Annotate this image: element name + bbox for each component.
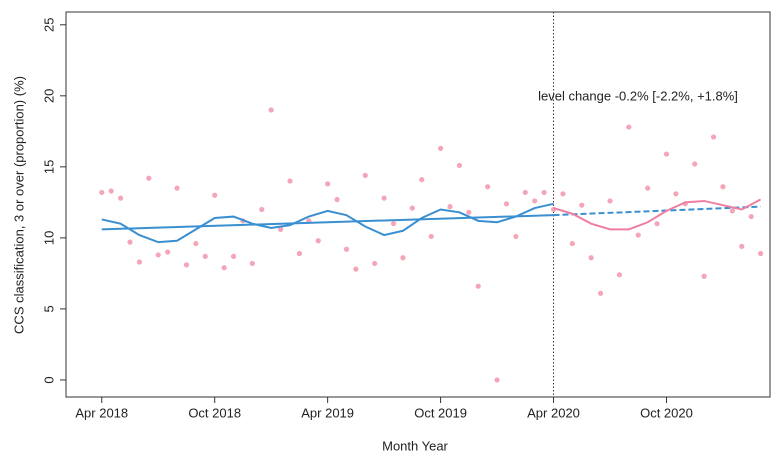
point [343, 246, 350, 252]
point [287, 178, 293, 184]
point [663, 151, 670, 157]
point [597, 290, 604, 296]
point [560, 191, 566, 197]
x-tick-label: Oct 2019 [414, 405, 467, 420]
point [710, 134, 717, 140]
point [108, 188, 114, 194]
y-axis-label: CCS classification, 3 or over (proportio… [11, 76, 26, 334]
point [541, 189, 547, 196]
y-tick-label: 20 [41, 89, 56, 103]
point [739, 243, 745, 250]
point [202, 253, 208, 259]
point [466, 209, 472, 215]
point [701, 273, 707, 279]
point [155, 252, 161, 258]
y-tick-label: 0 [41, 376, 56, 383]
point [193, 240, 199, 247]
point [325, 181, 331, 187]
point [353, 266, 359, 272]
x-tick-label: Apr 2020 [527, 405, 580, 420]
point [221, 265, 227, 271]
fit-line [101, 214, 554, 231]
point [645, 185, 651, 191]
point [692, 161, 698, 167]
point [127, 239, 133, 245]
plot-frame [65, 11, 771, 398]
point [165, 249, 171, 255]
point [372, 260, 378, 267]
point [494, 377, 500, 383]
point [607, 198, 613, 204]
point [569, 240, 575, 247]
x-tick-label: Oct 2018 [188, 405, 241, 420]
point [428, 233, 434, 240]
point [277, 226, 284, 232]
point [409, 205, 415, 211]
point [99, 189, 105, 196]
point [230, 253, 237, 259]
point [475, 283, 481, 289]
y-tick-label: 5 [41, 305, 56, 312]
x-tick-label: Apr 2019 [301, 405, 354, 420]
point [315, 238, 321, 244]
point [579, 202, 585, 208]
point [174, 185, 180, 191]
point [720, 184, 726, 190]
point [588, 255, 594, 261]
point [616, 272, 623, 278]
fit-line [553, 198, 762, 231]
y-tick-label: 25 [41, 18, 56, 32]
fit-line [553, 205, 761, 217]
point [503, 201, 510, 207]
y-tick-label: 10 [41, 231, 56, 245]
point [390, 221, 397, 227]
point [400, 255, 406, 261]
point [146, 175, 152, 181]
point [183, 262, 190, 268]
point [362, 172, 368, 178]
fit-line [101, 202, 554, 244]
point [268, 107, 274, 113]
point [259, 206, 265, 213]
point [136, 259, 143, 265]
point [757, 250, 764, 257]
point [212, 192, 218, 198]
point [532, 198, 538, 204]
point [296, 250, 303, 257]
point [117, 195, 124, 201]
point [447, 204, 453, 210]
point [522, 189, 528, 196]
point [748, 213, 754, 220]
point [485, 184, 491, 190]
point [456, 162, 463, 169]
point [635, 232, 641, 238]
annotation: level change -0.2% [-2.2%, +1.8%] [538, 88, 738, 103]
point [419, 177, 425, 183]
point [626, 124, 632, 130]
y-tick-label: 15 [41, 160, 56, 174]
point [729, 208, 735, 214]
x-axis-label: Month Year [382, 438, 448, 453]
point [249, 260, 255, 267]
point [381, 195, 387, 201]
point [673, 191, 679, 197]
x-tick-label: Oct 2020 [640, 405, 693, 420]
point [513, 233, 519, 240]
x-tick-label: Apr 2018 [75, 405, 128, 420]
point [334, 196, 340, 203]
point [437, 145, 444, 151]
point [654, 221, 660, 227]
